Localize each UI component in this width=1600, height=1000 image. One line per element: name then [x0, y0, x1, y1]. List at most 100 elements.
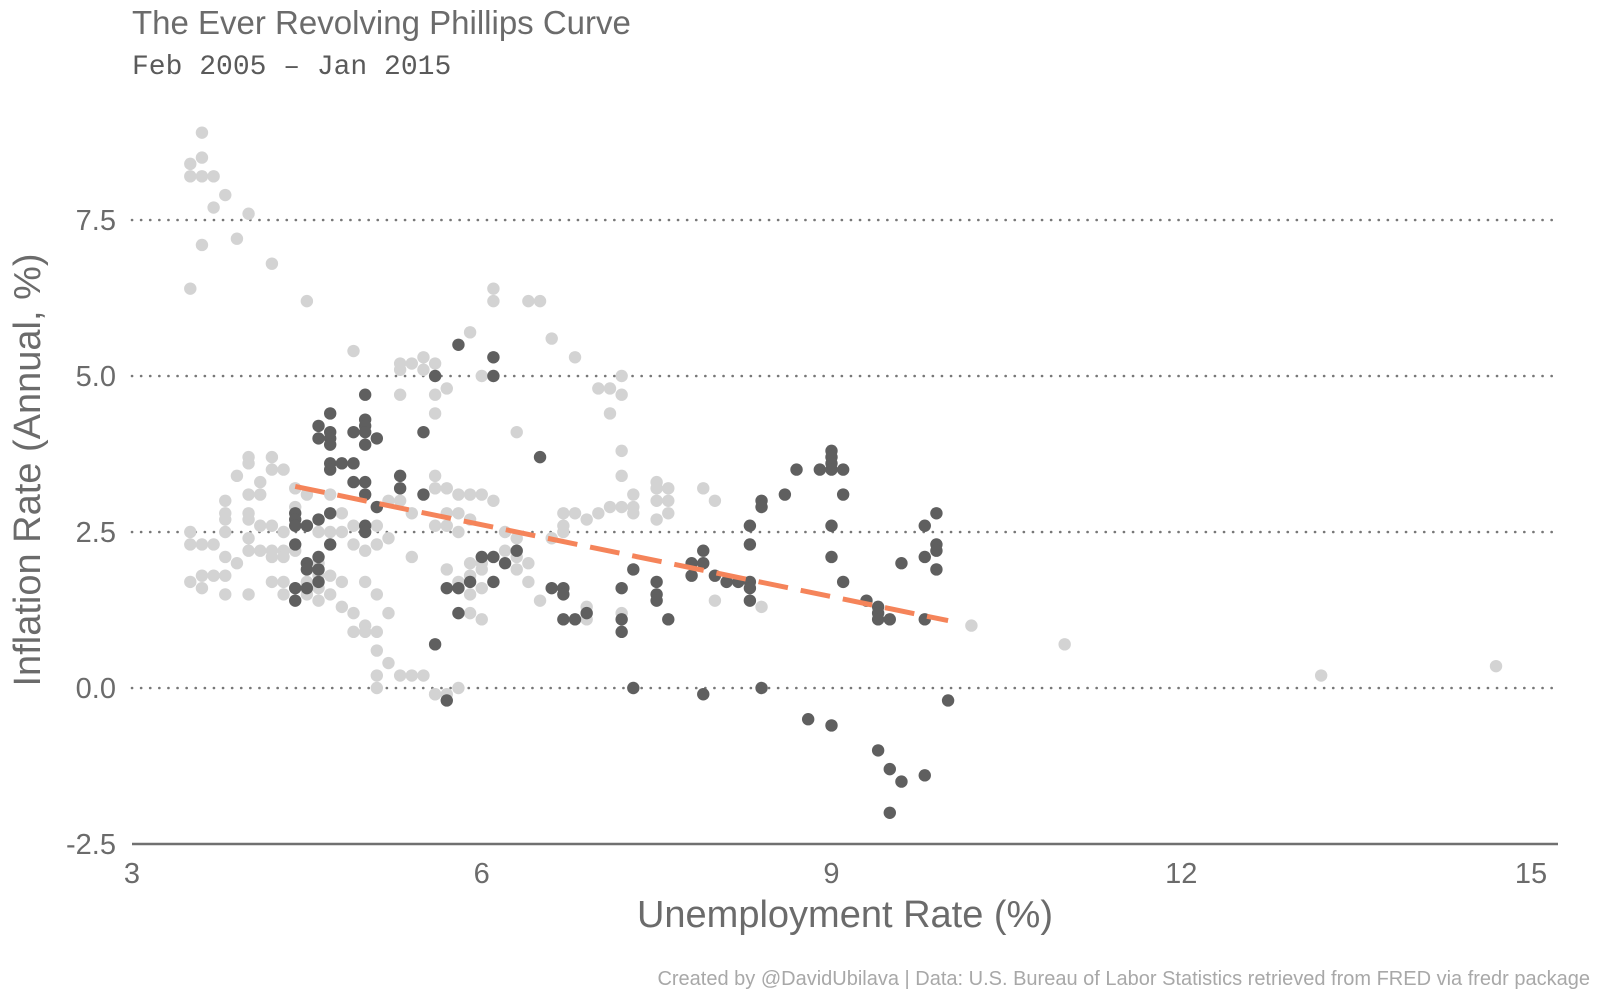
highlight-point [440, 694, 453, 707]
trend-line-group [294, 483, 949, 624]
background-point [475, 369, 488, 383]
background-point [347, 344, 360, 358]
highlight-point [510, 544, 523, 557]
background-point [382, 656, 395, 670]
background-point [254, 544, 267, 557]
highlight-point [930, 507, 943, 520]
highlight-point [697, 688, 710, 701]
background-point [580, 513, 593, 526]
highlight-point [627, 681, 640, 695]
highlight-point [568, 613, 582, 626]
background-point [417, 669, 430, 682]
background-point [312, 594, 325, 607]
y-tick-label: 0.0 [76, 673, 116, 705]
background-point [603, 382, 617, 395]
background-point [300, 294, 314, 308]
background-point [207, 170, 220, 183]
background-point [697, 482, 710, 495]
highlight-point [312, 563, 325, 576]
highlight-point [871, 613, 885, 626]
highlight-point [358, 525, 372, 539]
background-point [370, 681, 384, 695]
background-point [277, 525, 290, 539]
background-point [242, 457, 255, 470]
background-point [1489, 659, 1503, 673]
highlight-point [778, 488, 792, 501]
background-point [405, 357, 418, 370]
highlight-point [323, 507, 337, 520]
background-point [184, 538, 197, 551]
highlight-point [289, 581, 302, 595]
y-tick-label: -2.5 [66, 829, 116, 861]
background-point [358, 544, 372, 557]
background-point [370, 538, 384, 551]
background-point [487, 294, 500, 308]
background-point [522, 294, 535, 308]
background-point [265, 519, 279, 532]
background-point [219, 550, 232, 564]
highlight-point [918, 519, 931, 532]
highlight-point [825, 463, 838, 476]
background-point [522, 575, 535, 589]
highlight-point [428, 638, 442, 651]
background-point [440, 563, 453, 576]
background-point [592, 382, 605, 395]
background-point [428, 519, 442, 532]
background-point [370, 519, 384, 532]
background-point [184, 575, 197, 589]
highlight-point [836, 575, 850, 589]
background-point [347, 519, 360, 532]
background-point [207, 538, 220, 551]
highlight-point [487, 550, 500, 564]
highlight-point [615, 613, 628, 626]
background-point [708, 594, 722, 607]
highlight-point [697, 557, 710, 570]
background-point [510, 563, 523, 576]
background-point [370, 669, 384, 682]
highlight-point [300, 581, 314, 595]
y-tick-label: 7.5 [76, 205, 116, 237]
background-point [463, 606, 477, 620]
highlight-point [393, 482, 407, 495]
background-point [475, 613, 488, 626]
background-point [195, 170, 209, 183]
highlight-point [498, 557, 512, 570]
background-point [393, 669, 407, 682]
background-point [195, 581, 209, 595]
background-point [335, 507, 349, 520]
highlight-point [871, 744, 885, 757]
highlight-point [370, 432, 384, 445]
background-point [662, 507, 675, 520]
background-point [265, 450, 279, 464]
background-point [463, 557, 477, 570]
tick-labels: -2.5 0.0 2.5 5.0 7.5 3 6 9 12 15 [66, 205, 1547, 890]
x-tick-label: 15 [1515, 858, 1547, 890]
x-axis-title: Unemployment Rate (%) [637, 894, 1053, 936]
background-point [510, 425, 523, 439]
background-point [195, 126, 209, 139]
background-point [254, 488, 267, 501]
background-point [440, 382, 453, 395]
highlight-point [883, 762, 896, 776]
highlight-point [440, 581, 453, 595]
highlight-point [801, 713, 815, 726]
y-axis-title: Inflation Rate (Annual, %) [7, 253, 49, 686]
background-point [347, 625, 360, 639]
highlight-point [312, 432, 325, 445]
highlight-point [417, 425, 430, 439]
background-point [557, 525, 570, 539]
background-point [207, 569, 220, 582]
highlight-point [895, 775, 908, 788]
background-point [265, 550, 279, 564]
highlight-point [615, 625, 628, 639]
background-point [475, 488, 488, 501]
background-point [627, 507, 640, 520]
highlight-point [650, 594, 663, 607]
highlight-point [918, 550, 931, 564]
background-point [603, 500, 617, 514]
background-point [545, 332, 558, 345]
highlight-point [627, 563, 640, 576]
highlight-point [825, 550, 838, 564]
background-point [242, 207, 255, 220]
